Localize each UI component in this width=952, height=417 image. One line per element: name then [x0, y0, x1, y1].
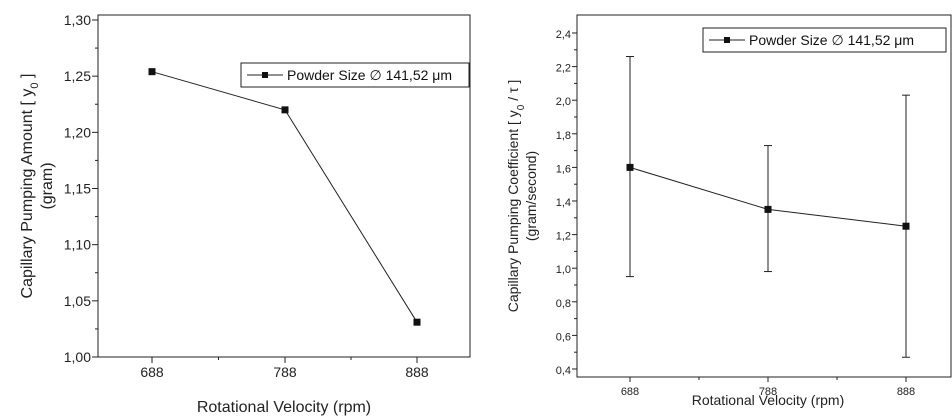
y-tick-label-right: 1,0 — [556, 264, 571, 276]
chart-right: 0,4 0,6 0,8 1,0 1,2 1,4 1,6 1,8 2,0 2,2 2,4 688 788… — [505, 14, 952, 408]
data-point-right — [902, 222, 910, 230]
plot-frame-left — [97, 14, 471, 358]
x-tick-label-left: 788 — [273, 364, 297, 380]
legend-label-right: Powder Size ∅ 141,52 μm — [749, 32, 914, 48]
y-tick-label-right: 1,4 — [556, 197, 571, 209]
y-axis-label-left: Capillary Pumping Amount [ y0 ] — [19, 74, 41, 299]
y-tick-label-right: 1,6 — [556, 163, 571, 175]
data-point-right — [764, 205, 772, 213]
y-tick-label-left: 1,05 — [64, 293, 91, 309]
data-point-right — [626, 163, 634, 171]
x-tick-label-right: 688 — [621, 386, 639, 398]
y-tick-label-left: 1,30 — [64, 12, 91, 28]
legend-marker-left — [262, 72, 268, 78]
x-tick-label-left: 888 — [405, 364, 429, 380]
y-tick-label-right: 2,2 — [556, 63, 571, 75]
y-axis-label-left-sub: 0 — [29, 82, 41, 88]
plot-frame-right — [576, 14, 952, 378]
data-point-left — [148, 68, 156, 76]
x-tick-label-left: 688 — [140, 364, 164, 380]
x-tick-label-right: 888 — [897, 386, 915, 398]
legend-left: Powder Size ∅ 141,52 μm — [240, 62, 470, 88]
y-tick-label-right: 2,0 — [556, 96, 571, 108]
legend-marker-right — [724, 37, 730, 43]
data-point-left — [281, 106, 289, 114]
y-tick-label-left: 1,00 — [64, 349, 91, 365]
y-tick-label-right: 1,8 — [556, 130, 571, 142]
data-point-left — [413, 318, 421, 326]
y-axis-label-right-sub: 0 — [516, 104, 527, 110]
chart-left: 1,00 1,05 1,10 1,15 1,20 1,25 1,30 688 788 888 P… — [19, 12, 471, 416]
y-tick-label-left: 1,15 — [64, 181, 91, 197]
legend-right: Powder Size ∅ 141,52 μm — [702, 27, 947, 53]
y-tick-label-right: 1,2 — [556, 231, 571, 243]
y-tick-label-right: 0,6 — [556, 331, 571, 343]
y-tick-label-left: 1,25 — [64, 68, 91, 84]
x-axis-label-right: Rotational Velocity (rpm) — [692, 392, 845, 408]
y-tick-label-left: 1,20 — [64, 124, 91, 140]
x-axis-label-left: Rotational Velocity (rpm) — [197, 399, 371, 416]
x-tick-label-right: 788 — [759, 386, 777, 398]
y-axis-label-right-units: (gram/second) — [523, 151, 539, 241]
y-tick-label-right: 0,4 — [556, 365, 571, 377]
y-tick-label-left: 1,10 — [64, 237, 91, 253]
y-axis-label-left-units: (gram) — [39, 162, 56, 209]
legend-label-left: Powder Size ∅ 141,52 μm — [287, 67, 452, 83]
y-tick-label-right: 0,8 — [556, 298, 571, 310]
y-tick-label-right: 2,4 — [556, 29, 571, 41]
y-axis-label-right: Capillary Pumping Coefficient [ y0 / τ ] — [505, 80, 527, 313]
